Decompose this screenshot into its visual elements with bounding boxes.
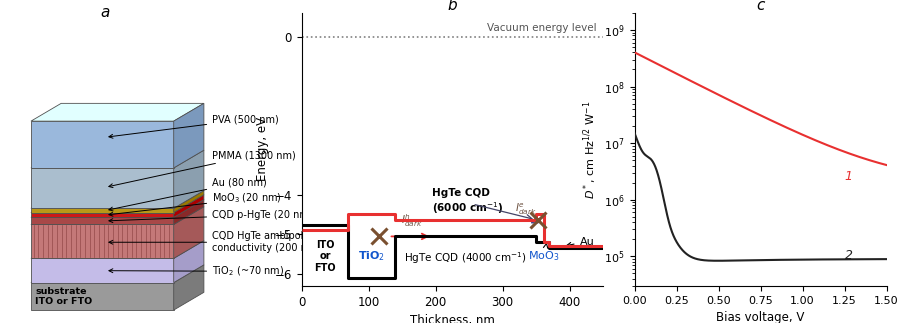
Y-axis label: Energy, eV: Energy, eV xyxy=(256,117,269,182)
Text: CQD p-HgTe (20 nm): CQD p-HgTe (20 nm) xyxy=(109,210,313,223)
Text: TiO$_2$ (~70 nm): TiO$_2$ (~70 nm) xyxy=(109,265,284,278)
Polygon shape xyxy=(174,200,204,224)
Polygon shape xyxy=(31,191,204,208)
Text: HgTe CQD (4000 cm$^{-1}$): HgTe CQD (4000 cm$^{-1}$) xyxy=(404,250,527,266)
Polygon shape xyxy=(31,241,204,258)
Text: $I^e_{dark}$: $I^e_{dark}$ xyxy=(515,202,536,217)
Text: $I^h_{dark}$: $I^h_{dark}$ xyxy=(400,212,422,229)
Polygon shape xyxy=(31,195,204,213)
Polygon shape xyxy=(174,195,204,217)
Text: substrate
ITO or FTO: substrate ITO or FTO xyxy=(35,287,93,306)
Title: c: c xyxy=(756,0,765,13)
Polygon shape xyxy=(31,265,204,283)
Polygon shape xyxy=(31,283,174,310)
Text: HgTe CQD
(6000 cm$^{-1}$): HgTe CQD (6000 cm$^{-1}$) xyxy=(432,188,503,216)
Polygon shape xyxy=(174,207,204,258)
Polygon shape xyxy=(31,200,204,217)
Polygon shape xyxy=(174,265,204,310)
Title: b: b xyxy=(447,0,457,13)
X-axis label: Bias voltage, V: Bias voltage, V xyxy=(716,311,805,323)
Polygon shape xyxy=(31,208,174,213)
Polygon shape xyxy=(31,224,174,258)
Text: CQD HgTe ambipolar
conductivity (200 nm): CQD HgTe ambipolar conductivity (200 nm) xyxy=(109,232,320,253)
Text: 1: 1 xyxy=(844,170,852,183)
Polygon shape xyxy=(31,213,174,217)
Text: MoO$_3$: MoO$_3$ xyxy=(528,243,560,263)
Polygon shape xyxy=(31,207,204,224)
Text: Vacuum energy level: Vacuum energy level xyxy=(487,24,597,34)
Polygon shape xyxy=(31,103,204,121)
Polygon shape xyxy=(174,103,204,168)
Polygon shape xyxy=(31,168,174,208)
Polygon shape xyxy=(31,150,204,168)
Text: PMMA (1300 nm): PMMA (1300 nm) xyxy=(109,150,296,188)
Polygon shape xyxy=(31,217,174,224)
Polygon shape xyxy=(174,191,204,213)
Text: TiO$_2$: TiO$_2$ xyxy=(358,249,385,263)
Text: a: a xyxy=(101,5,110,20)
Polygon shape xyxy=(174,150,204,208)
Polygon shape xyxy=(31,258,174,283)
Text: Au: Au xyxy=(567,236,594,247)
Text: MoO$_3$ (20 nm): MoO$_3$ (20 nm) xyxy=(109,192,282,216)
X-axis label: Thickness, nm: Thickness, nm xyxy=(410,314,495,323)
Polygon shape xyxy=(31,121,174,168)
Text: 2: 2 xyxy=(844,249,852,262)
Polygon shape xyxy=(174,241,204,283)
Text: PVA (500 nm): PVA (500 nm) xyxy=(109,115,279,138)
Y-axis label: $D^*$, cm Hz$^{1/2}$ W$^{-1}$: $D^*$, cm Hz$^{1/2}$ W$^{-1}$ xyxy=(581,100,598,199)
Text: Au (80 nm): Au (80 nm) xyxy=(109,178,267,211)
Text: ITO
or
FTO: ITO or FTO xyxy=(314,240,336,273)
